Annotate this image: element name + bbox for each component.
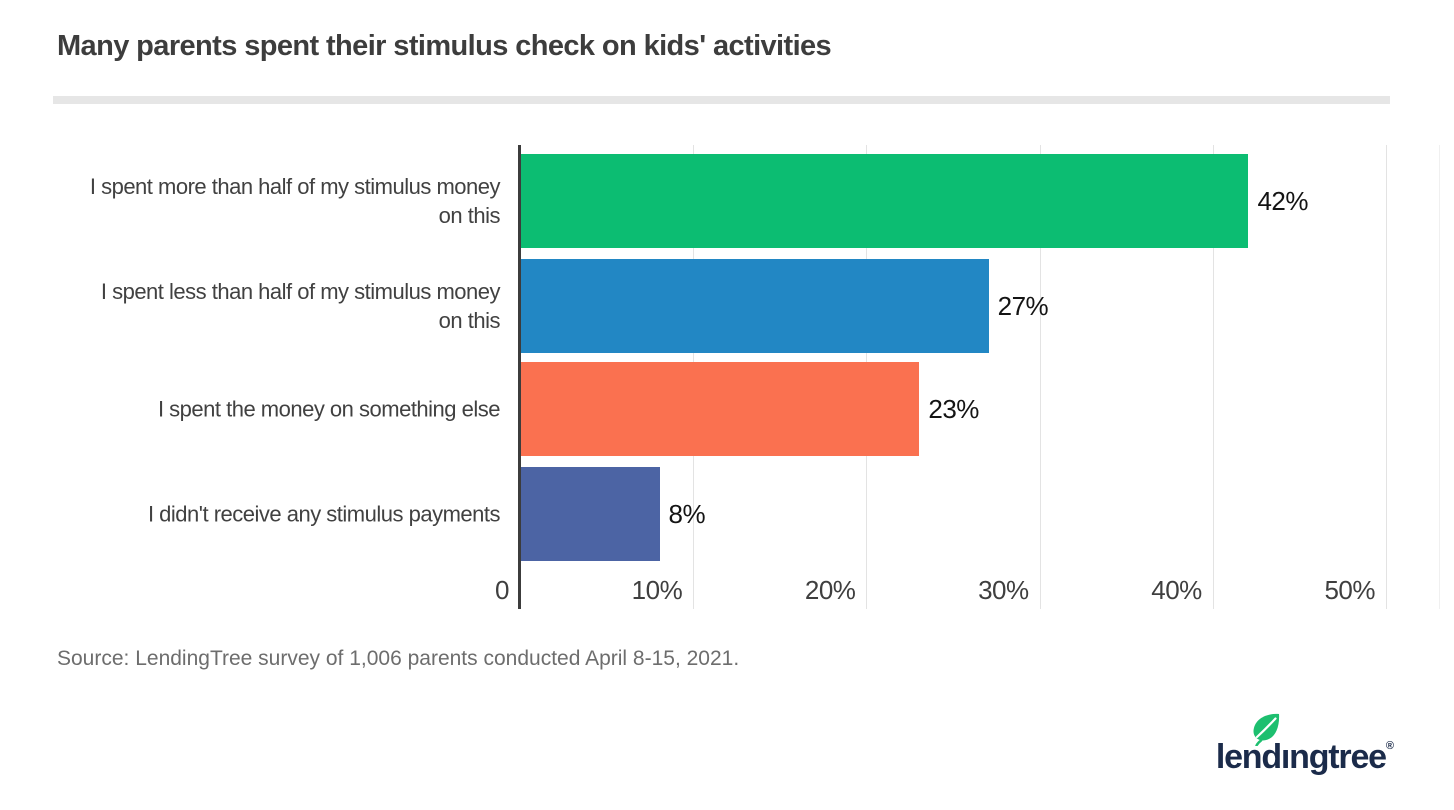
gridline-30 <box>1039 145 1041 609</box>
title-divider <box>53 96 1390 104</box>
x-tick-label-0: 0 <box>495 575 509 605</box>
value-label-1: 42% <box>1257 186 1308 216</box>
value-label-2: 27% <box>997 291 1049 321</box>
category-label-4: I didn't receive any stimulus payments <box>147 501 501 527</box>
category-label-2: I spent less than half of my stimulus mo… <box>100 279 501 333</box>
chart-title: Many parents spent their stimulus check … <box>57 30 832 62</box>
x-tick-label-40: 40% <box>1151 575 1202 605</box>
category-label-1: I spent more than half of my stimulus mo… <box>89 174 501 228</box>
logo-text-part2: ngtree <box>1289 738 1387 776</box>
value-label-3: 23% <box>928 394 979 424</box>
plot-right-border <box>1439 145 1440 609</box>
category-label-3: I spent the money on something else <box>157 396 501 422</box>
x-tick-label-50: 50% <box>1324 575 1375 605</box>
x-tick-label-10: 10% <box>631 575 683 605</box>
value-label-4: 8% <box>668 499 706 529</box>
x-tick-label-20: 20% <box>804 575 856 605</box>
logo-text: lendıngtree® <box>1216 738 1394 777</box>
bar-1 <box>521 154 1249 248</box>
x-tick-label-30: 30% <box>978 575 1029 605</box>
gridline-50 <box>1386 145 1387 609</box>
source-note: Source: LendingTree survey of 1,006 pare… <box>57 647 740 670</box>
gridline-40 <box>1212 145 1214 609</box>
bar-2 <box>521 259 989 353</box>
logo-text-i: ı <box>1280 738 1290 776</box>
logo-text-part1: lend <box>1215 738 1282 776</box>
lendingtree-logo: lendıngtree® <box>1184 712 1394 784</box>
plot-area: 42% 27% 23% 8% <box>518 145 1440 609</box>
y-axis-line <box>518 145 521 609</box>
leaf-icon <box>1253 713 1280 746</box>
bar-3 <box>521 362 920 456</box>
bar-4 <box>521 467 660 561</box>
registered-mark: ® <box>1385 740 1394 752</box>
